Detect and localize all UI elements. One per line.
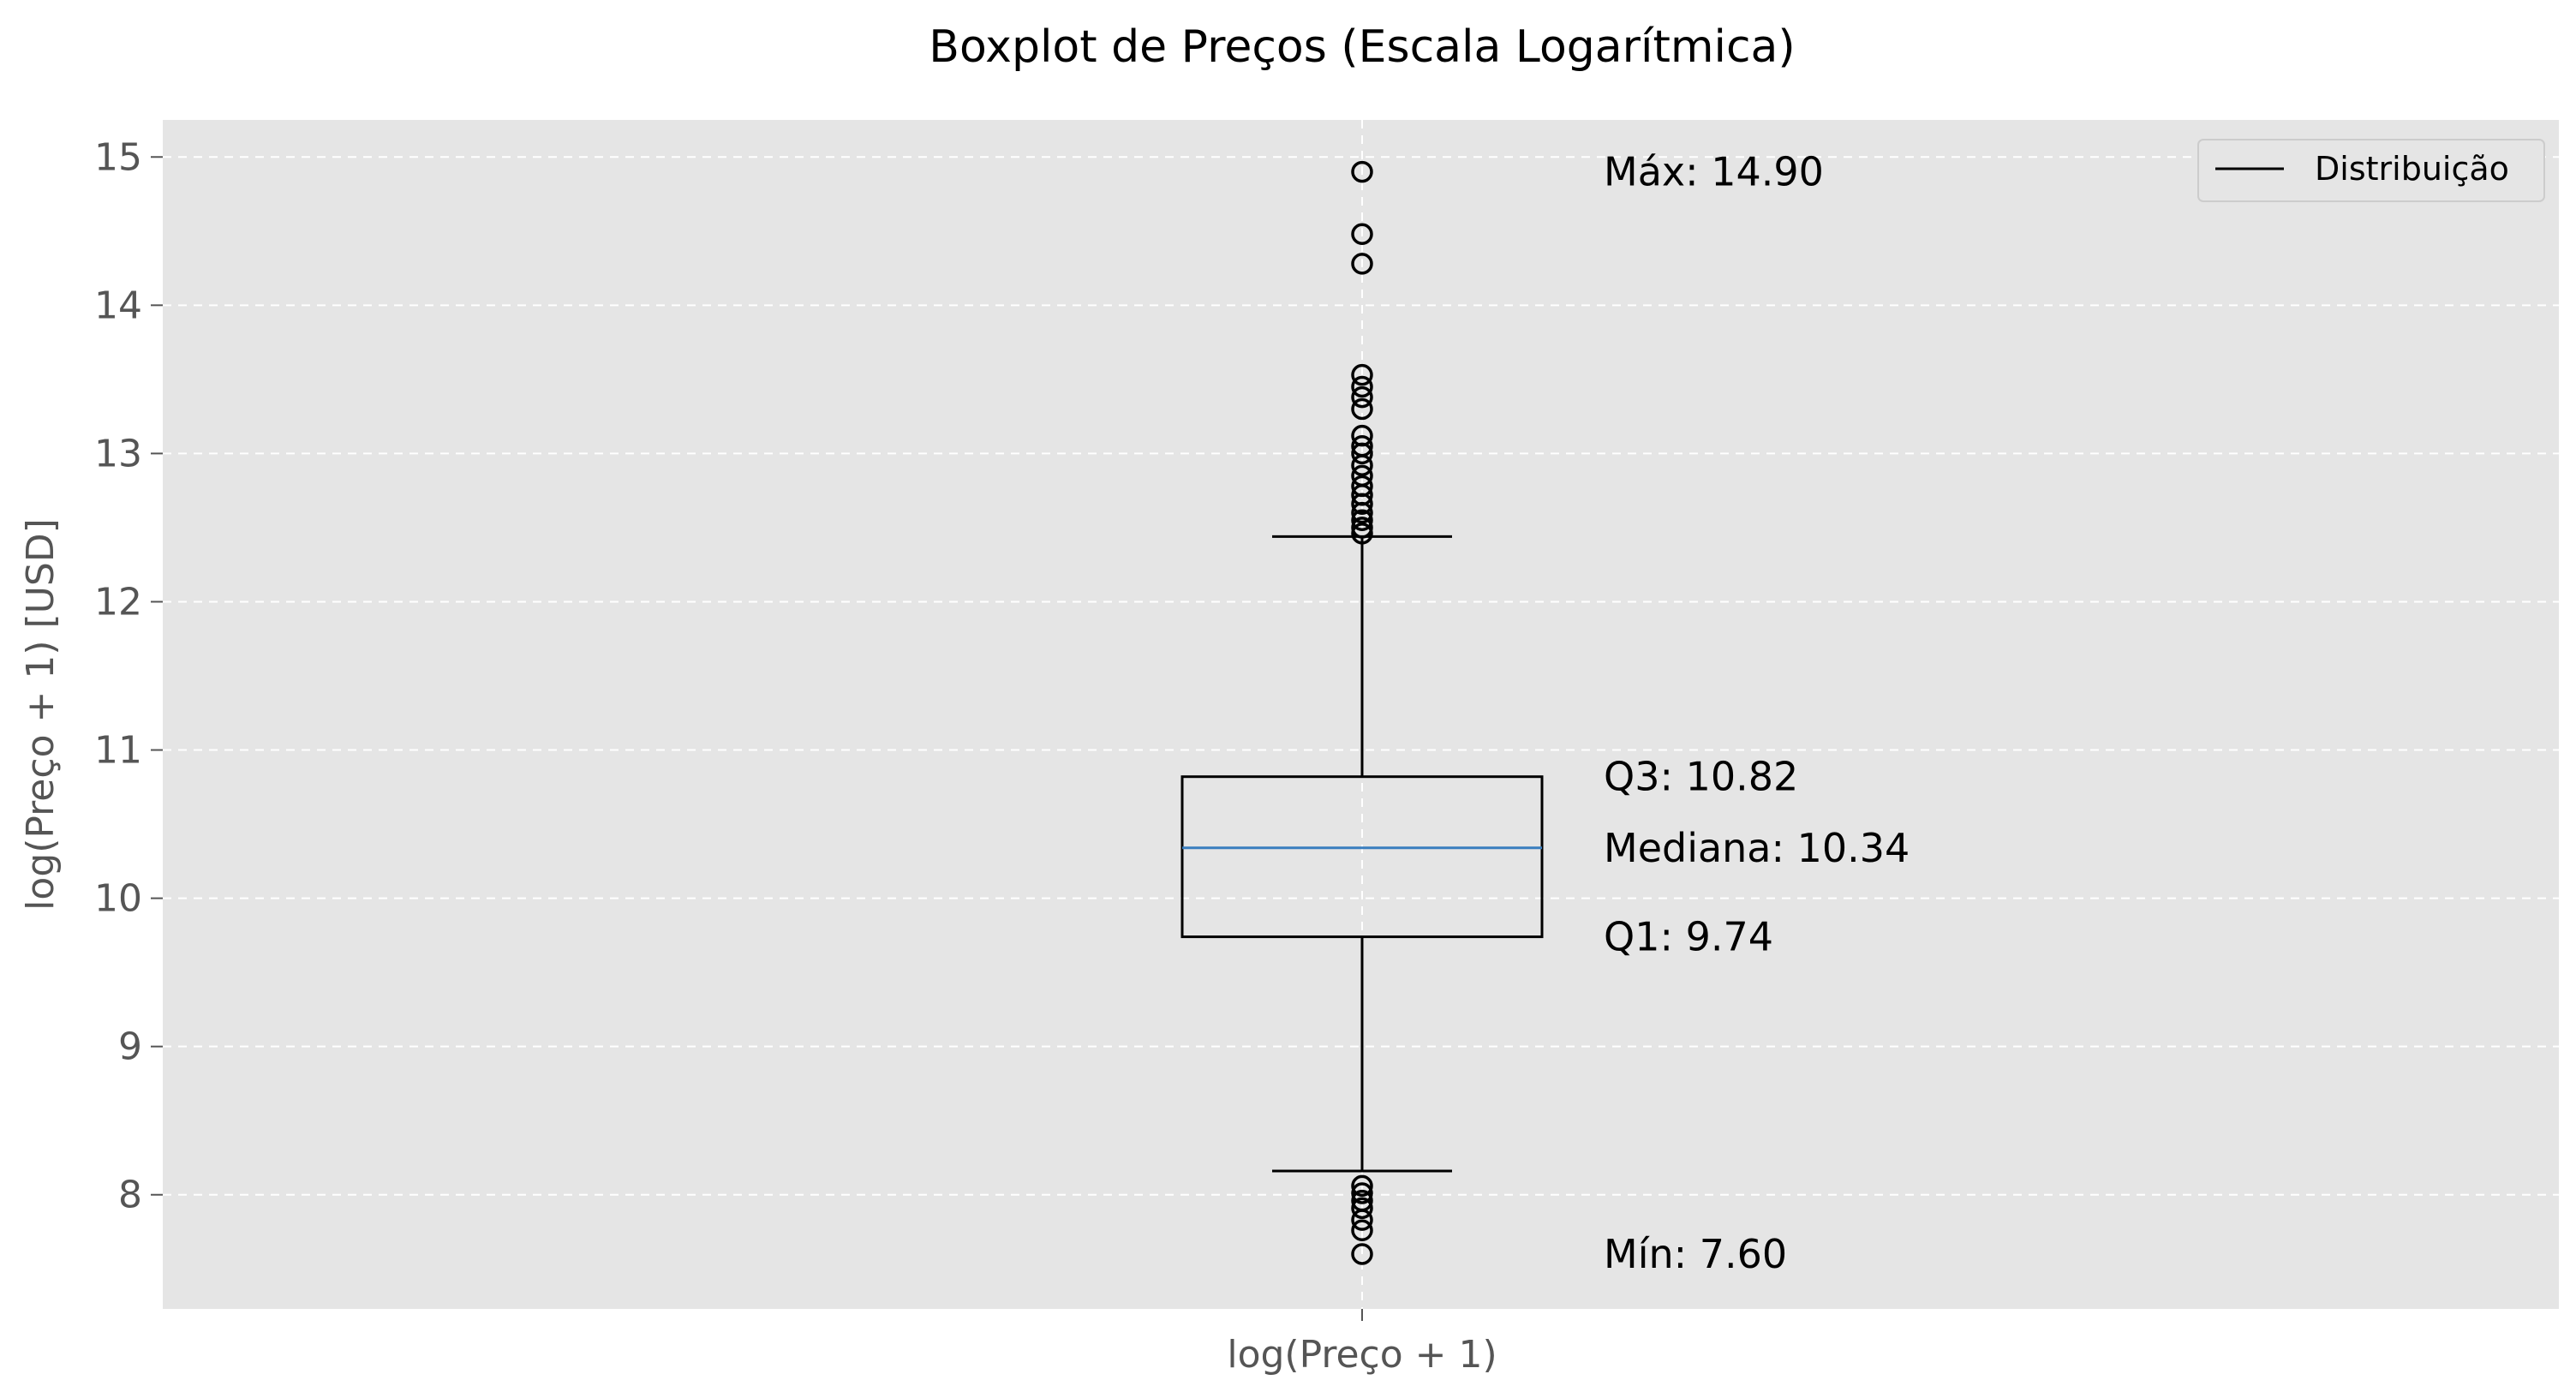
y-axis-ticks: 8 9 10 11 12 13 14 15 xyxy=(94,135,163,1217)
outlier-point xyxy=(1351,509,1373,532)
y-tick-label: 10 xyxy=(94,877,142,921)
y-tick-label: 8 xyxy=(118,1174,142,1217)
annotation-max: Máx: 14.90 xyxy=(1604,149,1824,195)
outlier-point xyxy=(1351,160,1373,183)
outlier-point xyxy=(1351,454,1373,476)
annotation-median: Mediana: 10.34 xyxy=(1604,825,1910,871)
y-tick-label: 13 xyxy=(94,432,142,475)
y-tick-label: 15 xyxy=(94,135,142,179)
legend: Distribuição xyxy=(2197,139,2545,202)
x-tick-label: log(Preço + 1) xyxy=(1227,1333,1497,1377)
y-tick-label: 11 xyxy=(94,729,142,773)
outliers xyxy=(1351,160,1373,1265)
outlier-point xyxy=(1351,442,1373,465)
outlier-point xyxy=(1351,375,1373,398)
outlier-point xyxy=(1351,1182,1373,1204)
annotation-min: Mín: 7.60 xyxy=(1604,1231,1787,1277)
outlier-point xyxy=(1351,223,1373,246)
annotations: Máx: 14.90 Q3: 10.82 Mediana: 10.34 Q1: 9.7… xyxy=(1604,149,1910,1277)
outlier-point xyxy=(1351,1243,1373,1265)
y-tick-label: 9 xyxy=(118,1025,142,1069)
outlier-point xyxy=(1351,1219,1373,1242)
legend-frame xyxy=(2197,139,2545,202)
annotation-q3: Q3: 10.82 xyxy=(1604,754,1798,800)
y-tick-label: 12 xyxy=(94,580,142,624)
box-group xyxy=(1180,535,1544,1173)
x-axis-ticks: log(Preço + 1) xyxy=(1227,1309,1497,1377)
outlier-point xyxy=(1351,523,1373,545)
outlier-point xyxy=(1351,363,1373,386)
legend-entry-distribuicao: Distribuição xyxy=(2315,150,2509,188)
y-tick-label: 14 xyxy=(94,284,142,327)
outlier-point xyxy=(1351,1174,1373,1198)
outlier-point xyxy=(1351,1197,1373,1220)
outlier-point xyxy=(1351,493,1373,515)
outlier-point xyxy=(1351,1209,1373,1231)
outlier-point xyxy=(1351,501,1373,524)
outlier-point xyxy=(1351,253,1373,275)
outlier-point xyxy=(1351,385,1373,409)
annotation-q1: Q1: 9.74 xyxy=(1604,914,1773,960)
y-axis-label: log(Preço + 1) [USD] xyxy=(19,518,63,911)
outlier-point xyxy=(1351,517,1373,539)
iqr-box xyxy=(1180,775,1544,939)
outlier-point xyxy=(1351,397,1373,421)
chart-title: Boxplot de Preços (Escala Logarítmica) xyxy=(929,21,1795,73)
